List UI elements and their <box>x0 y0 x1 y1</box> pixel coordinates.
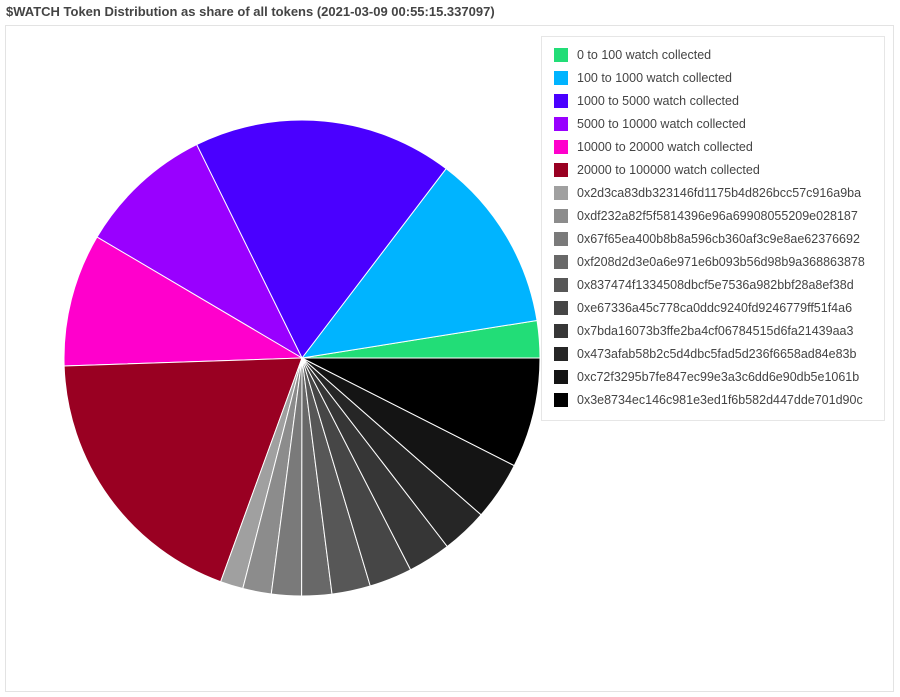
legend-swatch <box>554 48 568 62</box>
legend-item[interactable]: 0xf208d2d3e0a6e971e6b093b56d98b9a3688638… <box>554 252 865 272</box>
legend-label: 0x837474f1334508dbcf5e7536a982bbf28a8ef3… <box>577 278 854 292</box>
pie-slice-15[interactable] <box>301 357 541 467</box>
legend-item[interactable]: 0x67f65ea400b8b8a596cb360af3c9e8ae623766… <box>554 229 860 249</box>
pie-slice-1[interactable] <box>300 167 538 359</box>
legend-label: 0x2d3ca83db323146fd1175b4d826bcc57c916a9… <box>577 186 862 200</box>
legend-label: 20000 to 100000 watch collected <box>577 163 760 177</box>
legend-swatch <box>554 232 568 246</box>
legend-swatch <box>554 370 568 384</box>
legend-swatch <box>554 94 568 108</box>
legend-item[interactable]: 0x473afab58b2c5d4dbc5fad5d236f6658ad84e8… <box>554 344 856 364</box>
legend-item[interactable]: 0x3e8734ec146c981e3ed1f6b582d447dde701d9… <box>554 390 863 410</box>
pie-slice-4[interactable] <box>63 236 304 367</box>
legend-label: 0xe67336a45c778ca0ddc9240fd9246779ff51f4… <box>577 301 853 315</box>
legend-swatch <box>554 324 568 338</box>
legend-swatch <box>554 393 568 407</box>
legend-swatch <box>554 347 568 361</box>
legend-label: 100 to 1000 watch collected <box>577 71 732 85</box>
legend-swatch <box>554 255 568 269</box>
legend-label: 0xf208d2d3e0a6e971e6b093b56d98b9a3688638… <box>577 255 865 269</box>
legend-item[interactable]: 1000 to 5000 watch collected <box>554 91 739 111</box>
legend-label: 0xc72f3295b7fe847ec99e3a3c6dd6e90db5e106… <box>577 370 860 384</box>
legend-item[interactable]: 10000 to 20000 watch collected <box>554 137 753 157</box>
legend-label: 0 to 100 watch collected <box>577 48 712 62</box>
legend-swatch <box>554 163 568 177</box>
legend-label: 0x3e8734ec146c981e3ed1f6b582d447dde701d9… <box>577 393 863 407</box>
legend-item[interactable]: 0xdf232a82f5f5814396e96a69908055209e0281… <box>554 206 858 226</box>
legend-label: 0x473afab58b2c5d4dbc5fad5d236f6658ad84e8… <box>577 347 857 361</box>
legend-label: 1000 to 5000 watch collected <box>577 94 739 108</box>
chart-frame <box>5 25 894 692</box>
legend-item[interactable]: 0xe67336a45c778ca0ddc9240fd9246779ff51f4… <box>554 298 852 318</box>
legend-swatch <box>554 209 568 223</box>
legend-item[interactable]: 0 to 100 watch collected <box>554 45 711 65</box>
legend-label: 0x7bda16073b3ffe2ba4cf06784515d6fa21439a… <box>577 324 854 338</box>
legend-label: 5000 to 10000 watch collected <box>577 117 746 131</box>
pie-slice-2[interactable] <box>195 119 447 359</box>
legend-swatch <box>554 186 568 200</box>
legend-item[interactable]: 0x2d3ca83db323146fd1175b4d826bcc57c916a9… <box>554 183 861 203</box>
legend-item[interactable]: 20000 to 100000 watch collected <box>554 160 760 180</box>
pie-slice-3[interactable] <box>96 143 304 360</box>
legend-item[interactable]: 0x7bda16073b3ffe2ba4cf06784515d6fa21439a… <box>554 321 853 341</box>
legend-swatch <box>554 140 568 154</box>
legend-label: 0xdf232a82f5f5814396e96a69908055209e0281… <box>577 209 858 223</box>
chart-title: $WATCH Token Distribution as share of al… <box>6 4 495 19</box>
legend-swatch <box>554 71 568 85</box>
legend-swatch <box>554 278 568 292</box>
legend-swatch <box>554 117 568 131</box>
legend-label: 10000 to 20000 watch collected <box>577 140 753 154</box>
legend-label: 0x67f65ea400b8b8a596cb360af3c9e8ae623766… <box>577 232 860 246</box>
legend-item[interactable]: 0xc72f3295b7fe847ec99e3a3c6dd6e90db5e106… <box>554 367 859 387</box>
legend: 0 to 100 watch collected 100 to 1000 watc… <box>541 36 885 421</box>
pie-slice-5[interactable] <box>63 357 303 583</box>
legend-item[interactable]: 100 to 1000 watch collected <box>554 68 732 88</box>
legend-swatch <box>554 301 568 315</box>
legend-item[interactable]: 5000 to 10000 watch collected <box>554 114 746 134</box>
legend-item[interactable]: 0x837474f1334508dbcf5e7536a982bbf28a8ef3… <box>554 275 854 295</box>
